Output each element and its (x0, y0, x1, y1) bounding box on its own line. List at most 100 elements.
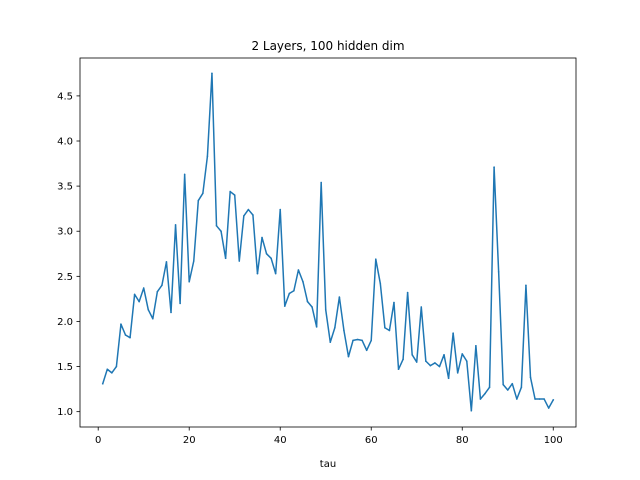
data-point (111, 372, 113, 374)
data-point (543, 398, 545, 400)
data-point (438, 365, 441, 368)
data-point (293, 289, 295, 292)
data-point (156, 290, 159, 293)
data-point (411, 354, 413, 356)
data-point (215, 225, 218, 227)
data-point (534, 398, 536, 400)
plot-area (79, 57, 577, 428)
data-point (220, 230, 222, 233)
data-point (525, 284, 527, 287)
data-point (461, 353, 464, 355)
data-point (329, 341, 332, 343)
data-point (147, 308, 150, 311)
data-point (443, 354, 445, 356)
data-point (211, 72, 213, 75)
data-point (397, 368, 400, 371)
data-point (288, 292, 291, 295)
y-tick-label: 2.0 (57, 317, 73, 328)
x-tick-label: 40 (274, 435, 287, 446)
data-point (197, 199, 200, 202)
data-point (379, 282, 382, 285)
data-point (161, 284, 163, 287)
data-point (256, 272, 259, 275)
data-point (233, 194, 236, 196)
y-tick-label: 3.5 (57, 182, 73, 193)
data-point (170, 311, 172, 314)
data-point (452, 332, 454, 334)
axes-frame (79, 57, 577, 428)
x-axis: 0 20 40 60 80 100 (95, 427, 563, 446)
data-point (238, 260, 241, 262)
data-point (347, 355, 350, 358)
data-point (183, 173, 186, 176)
data-point (479, 398, 482, 400)
chart-title: 2 Layers, 100 hidden dim (251, 39, 404, 53)
data-point (229, 190, 231, 193)
data-point (547, 407, 550, 409)
data-point (311, 306, 313, 308)
data-point (365, 349, 368, 352)
x-axis-title: tau (320, 459, 336, 470)
data-point (520, 386, 523, 389)
data-point (415, 361, 418, 363)
data-point (511, 382, 514, 385)
y-tick-label: 4.0 (57, 137, 73, 148)
data-point (406, 291, 409, 294)
x-tick-label: 60 (365, 435, 378, 446)
data-point (106, 368, 109, 371)
series-line-0 (101, 72, 555, 412)
data-point (343, 329, 345, 332)
data-point (120, 323, 122, 325)
x-tick-label: 80 (456, 435, 469, 446)
data-point (393, 301, 395, 304)
data-point (274, 272, 277, 275)
data-point (456, 372, 459, 374)
data-point (101, 382, 104, 385)
data-point (270, 257, 272, 260)
data-point (434, 362, 436, 364)
x-tick-label: 0 (95, 435, 101, 446)
data-point (506, 389, 509, 391)
data-point (243, 215, 245, 217)
data-point (133, 293, 136, 296)
data-point (470, 409, 473, 412)
data-point (502, 383, 504, 386)
data-point (370, 339, 373, 342)
data-point (552, 399, 555, 401)
data-point (261, 236, 263, 239)
data-point (165, 261, 168, 263)
data-point (338, 296, 341, 298)
y-tick-label: 4.5 (57, 91, 73, 102)
data-point (138, 300, 140, 303)
y-tick-label: 3.0 (57, 227, 73, 238)
data-point (152, 317, 154, 320)
data-point (429, 364, 432, 367)
data-point (475, 345, 477, 347)
data-point (192, 260, 195, 262)
data-point (425, 360, 427, 362)
data-point (129, 336, 131, 339)
data-point (252, 214, 254, 216)
data-point (142, 287, 145, 289)
data-point (320, 181, 322, 184)
data-point (538, 398, 541, 400)
data-point (306, 300, 309, 303)
data-point (516, 398, 518, 400)
data-point (324, 308, 327, 311)
data-point (247, 208, 250, 211)
data-point (124, 334, 127, 336)
data-point (334, 326, 336, 329)
data-point (206, 155, 209, 158)
data-point (174, 224, 177, 226)
data-point (529, 376, 532, 379)
data-point (402, 358, 404, 361)
data-point (179, 302, 181, 305)
data-point (488, 386, 491, 389)
y-tick-label: 1.0 (57, 407, 73, 418)
data-point (497, 271, 500, 273)
data-point (420, 306, 423, 308)
data-point (447, 377, 450, 380)
data-point (302, 280, 304, 283)
data-point (202, 192, 204, 195)
